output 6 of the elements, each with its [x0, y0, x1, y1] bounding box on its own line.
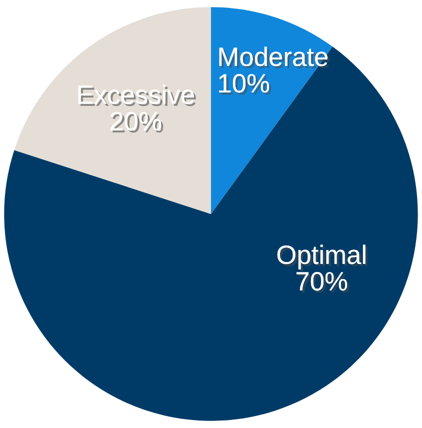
data-label: 20%: [110, 112, 164, 133]
slice-label: Excessive: [78, 84, 196, 106]
data-label: 10%: [219, 74, 272, 95]
data-label: 70%: [296, 272, 350, 293]
slice-label: Optimal: [277, 244, 368, 272]
slice-label: Moderate: [219, 46, 330, 68]
